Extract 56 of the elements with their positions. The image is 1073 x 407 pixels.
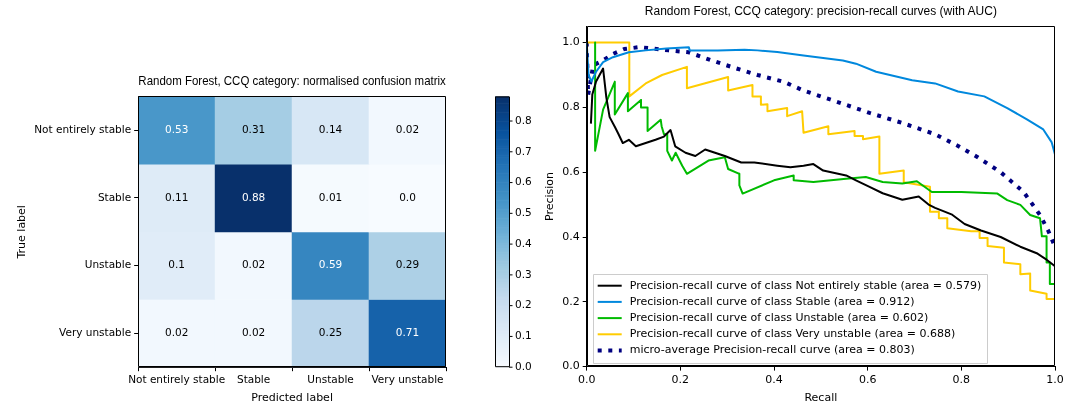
y-tick-label: 0.8 [562,100,580,114]
data-label: 0.02 [395,122,420,135]
data-label: 0.71 [395,326,420,339]
color-bar-label: 0.1 [515,329,532,342]
color-bar-label: 0.6 [515,175,533,188]
color-bar-label: 0.5 [515,206,532,219]
data-label: 0.11 [164,190,189,203]
chart-title: Random Forest, CCQ category: normalised confusion matrix [138,73,446,87]
x-tick-label: 0.6 [858,373,877,387]
x-axis-title: Recall [804,391,838,405]
y-tick-label: 0.0 [562,359,580,373]
y-tick-label: Stable [97,190,132,203]
x-tick-label: Very unstable [371,373,444,386]
color-bar-label: 0.3 [515,267,532,280]
data-label: 0.01 [318,190,343,203]
x-tick-label: 1.0 [1046,373,1064,387]
data-label: 0.02 [241,258,266,271]
x-tick-label: Stable [236,373,271,386]
y-tick-label: 0.6 [562,165,580,179]
legend-label: Precision-recall curve of class Stable (area = 0.912) [629,294,915,308]
color-bar-label: 0.0 [515,359,532,372]
y-tick-label: Not entirely stable [34,122,132,135]
y-tick-label: 0.2 [562,294,580,308]
y-axis-title: True label [15,205,29,260]
y-tick-label: 1.0 [562,35,580,49]
data-label: 0.31 [241,122,266,135]
color-bar-label: 0.4 [515,236,533,249]
x-tick-label: 0.4 [765,373,783,387]
y-tick-label: 0.4 [562,229,580,243]
data-label: 0.1 [168,258,185,271]
color-bar-label: 0.2 [515,298,532,311]
data-label: 0.25 [318,326,343,339]
chart-title: Random Forest, CCQ category: precision-recall curves (with AUC) [644,3,997,18]
data-label: 0.14 [318,122,343,135]
y-axis-title: Precision [543,171,557,222]
legend-label: Precision-recall curve of class Unstable (area = 0.602) [629,310,929,324]
data-label: 0.59 [318,258,343,271]
color-bar-label: 0.7 [515,144,532,157]
legend-label: Precision-recall curve of class Very unstable (area = 0.688) [629,327,956,341]
x-tick-label: 0.8 [952,373,971,387]
x-tick-label: Not entirely stable [128,373,226,386]
y-tick-label: Unstable [84,258,132,271]
data-label: 0.0 [399,190,416,203]
legend-label: Precision-recall curve of class Not entirely stable (area = 0.579) [629,278,982,292]
data-label: 0.53 [164,122,189,135]
x-tick-label: Unstable [307,373,354,386]
data-label: 0.88 [241,190,266,203]
data-label: 0.02 [164,326,189,339]
data-label: 0.02 [241,326,266,339]
data-label: 0.29 [395,258,420,271]
x-tick-label: 0.0 [577,373,596,387]
x-axis-title: Predicted label [251,391,333,405]
legend-label: micro-average Precision-recall curve (area = 0.803) [629,343,915,357]
color-bar-label: 0.8 [515,113,532,126]
y-tick-label: Very unstable [59,326,132,339]
x-tick-label: 0.2 [671,373,690,387]
